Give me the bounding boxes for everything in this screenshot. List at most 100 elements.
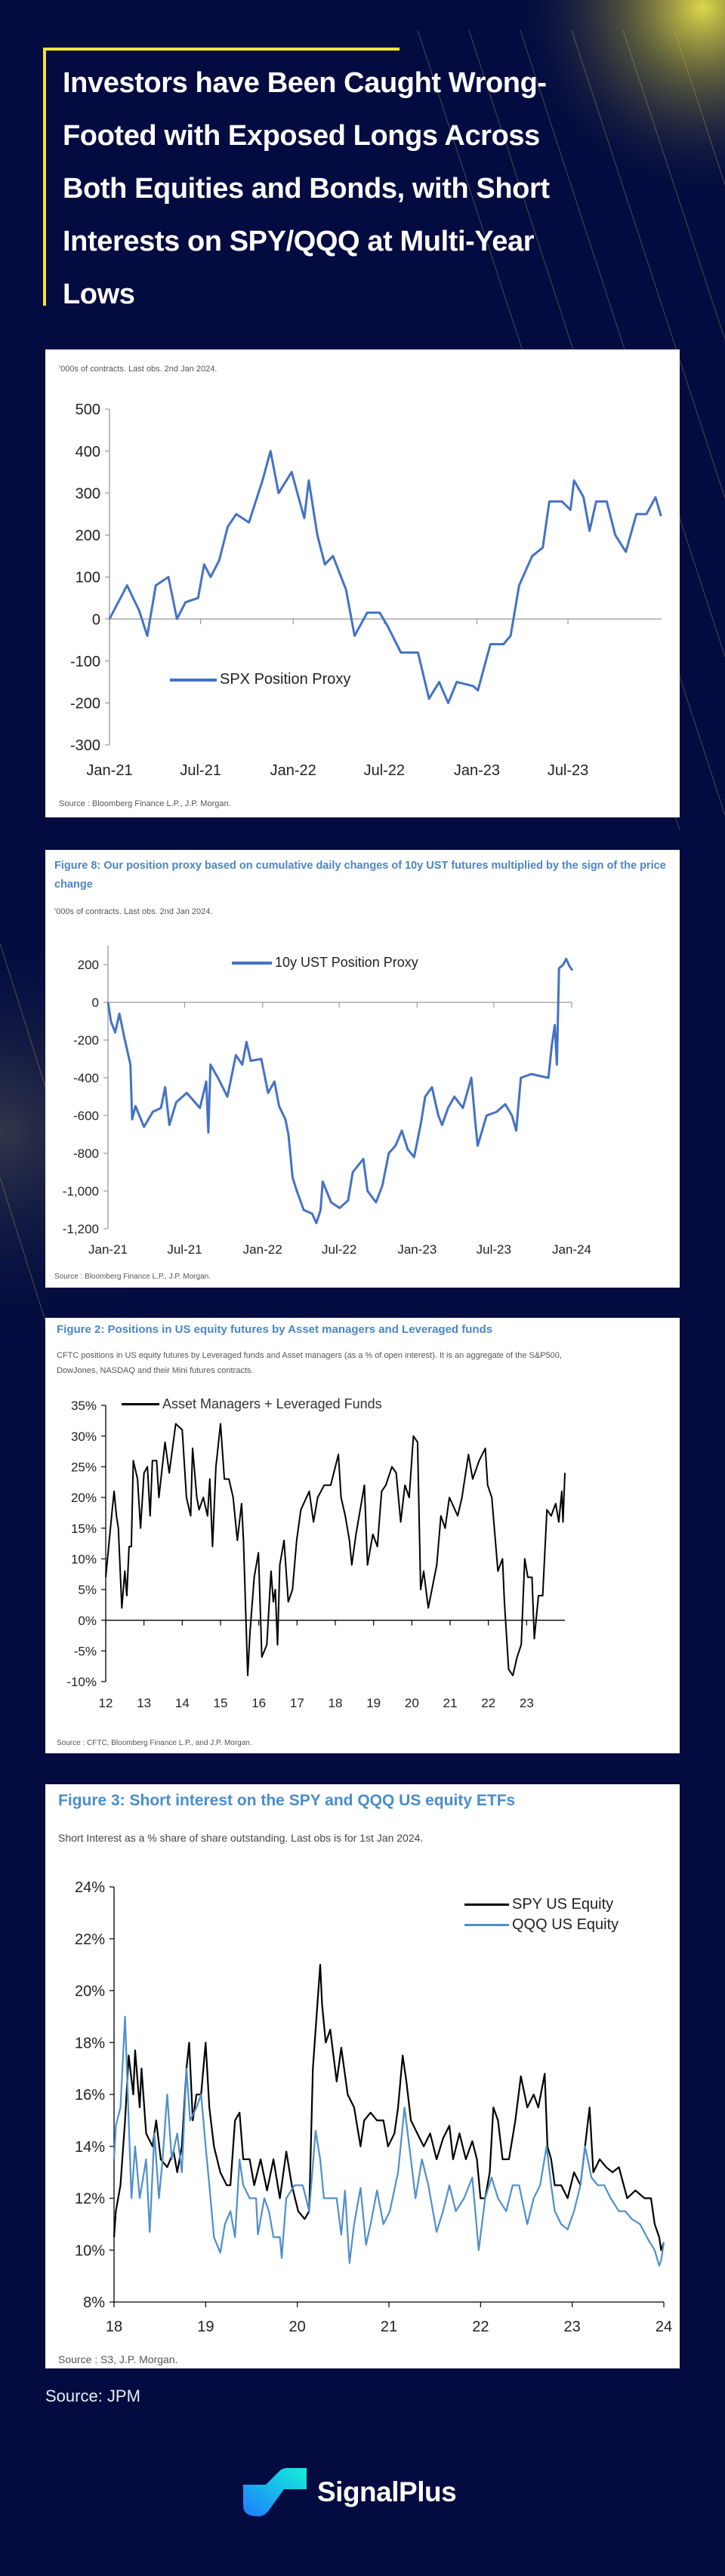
legend-qqq: QQQ US Equity bbox=[464, 1916, 619, 1934]
y-tick-label: -200 bbox=[73, 1033, 99, 1048]
title-line: Both Equities and Bonds, with Short bbox=[63, 173, 550, 205]
y-tick-label: 24% bbox=[75, 1879, 105, 1896]
legend: SPX Position Proxy bbox=[170, 671, 350, 688]
y-tick-label: -800 bbox=[73, 1146, 99, 1161]
series-line-spy-us-equity bbox=[113, 1964, 665, 2251]
x-tick-label: Jan-22 bbox=[243, 1242, 282, 1257]
x-tick-label: 19 bbox=[197, 2319, 214, 2335]
y-tick-label: 20% bbox=[75, 1984, 105, 2000]
chart-panel-short-interest: Figure 3: Short interest on the SPY and … bbox=[45, 1784, 680, 2368]
legend-swatch bbox=[464, 1924, 509, 1926]
page-title: Investors have Been Caught Wrong- Footed… bbox=[63, 57, 550, 321]
x-tick-label: 14 bbox=[175, 1696, 190, 1710]
x-tick-label: 15 bbox=[214, 1696, 228, 1710]
x-tick-label: Jul-21 bbox=[167, 1242, 202, 1257]
title-line: Interests on SPY/QQQ at Multi-Year bbox=[63, 226, 535, 257]
series-line-10y-ust-position-proxy bbox=[106, 958, 574, 1224]
y-tick-label: 18% bbox=[75, 2035, 105, 2051]
chart-source: Source : CFTC, Bloomberg Finance L.P., a… bbox=[57, 1739, 252, 1747]
brand-name: SignalPlus bbox=[317, 2476, 457, 2507]
x-tick-label: 20 bbox=[289, 2319, 306, 2335]
y-tick-label: -5% bbox=[74, 1644, 97, 1658]
chart-10y-ust-position-proxy: 200 0 -200 -400 -600 -800 -1,000 -1,200 Jan-21 Ju… bbox=[63, 946, 591, 1257]
x-tick-label: 19 bbox=[366, 1696, 381, 1710]
legend-label: Asset Managers + Leveraged Funds bbox=[162, 1396, 382, 1411]
y-tick-label: 15% bbox=[71, 1522, 97, 1536]
legend-swatch bbox=[170, 678, 217, 682]
y-tick-label: 400 bbox=[76, 444, 100, 460]
series-line-qqq-us-equity bbox=[113, 2015, 665, 2267]
y-tick-label: -200 bbox=[70, 696, 100, 712]
chart-note: CFTC positions in US equity futures by L… bbox=[57, 1351, 562, 1360]
chart-panel-ust-position: Figure 8: Our position proxy based on cu… bbox=[45, 850, 680, 1288]
x-tick-label: Jan-21 bbox=[88, 1242, 128, 1257]
x-tick-label: Jan-24 bbox=[552, 1242, 591, 1257]
legend-spy: SPY US Equity bbox=[464, 1896, 613, 1913]
x-tick-label: 22 bbox=[472, 2319, 489, 2335]
y-tick-label: 10% bbox=[75, 2242, 105, 2259]
x-tick-label: 16 bbox=[251, 1696, 266, 1710]
y-tick-label: -1,200 bbox=[63, 1222, 99, 1236]
y-tick-label: 30% bbox=[71, 1430, 97, 1444]
legend-swatch bbox=[122, 1403, 159, 1405]
series-line-spx-position-proxy bbox=[108, 450, 662, 704]
y-tick-label: -600 bbox=[73, 1109, 99, 1123]
y-tick-label: 20% bbox=[71, 1491, 97, 1505]
legend-label: SPY US Equity bbox=[512, 1896, 614, 1913]
x-tick-label: Jul-22 bbox=[322, 1242, 356, 1257]
chart-panel-spx-position: '000s of contracts. Last obs. 2nd Jan 20… bbox=[45, 349, 680, 817]
chart-spx-position-proxy: 500 400 300 200 100 0 -100 -200 -300 Jan-21 Jul-21… bbox=[70, 402, 662, 779]
y-tick-label: 35% bbox=[71, 1399, 97, 1413]
legend-swatch bbox=[232, 961, 272, 965]
title-line: Lows bbox=[63, 279, 135, 310]
footer-source: Source: JPM bbox=[45, 2387, 140, 2405]
chart-source: Source : Bloomberg Finance L.P., J.P. Mo… bbox=[54, 1273, 211, 1281]
y-tick-label: -1,000 bbox=[63, 1184, 99, 1199]
chart-spy-qqq-short-interest: 24% 22% 20% 18% 16% 14% 12% 10% 8%18 19 20 21 22 23 24 bbox=[75, 1879, 672, 2335]
x-tick-label: 17 bbox=[290, 1696, 304, 1710]
legend-label: 10y UST Position Proxy bbox=[275, 955, 418, 970]
x-tick-label: 12 bbox=[99, 1696, 113, 1710]
x-tick-label: Jul-22 bbox=[364, 762, 405, 779]
y-tick-label: 25% bbox=[71, 1460, 97, 1474]
x-tick-label: 23 bbox=[564, 2319, 581, 2335]
x-tick-label: 18 bbox=[329, 1696, 343, 1710]
chart-note: Short Interest as a % share of share out… bbox=[58, 1832, 424, 1844]
figure-title: Figure 2: Positions in US equity futures… bbox=[57, 1323, 493, 1336]
y-tick-label: -300 bbox=[70, 737, 100, 754]
chart-note: '000s of contracts. Last obs. 2nd Jan 20… bbox=[59, 365, 218, 374]
x-tick-label: 21 bbox=[443, 1696, 458, 1710]
y-tick-label: 14% bbox=[75, 2139, 105, 2156]
x-tick-label: Jan-21 bbox=[86, 762, 132, 779]
legend: 10y UST Position Proxy bbox=[232, 955, 418, 971]
title-line: Investors have Been Caught Wrong- bbox=[63, 67, 547, 99]
x-tick-label: 22 bbox=[481, 1696, 495, 1710]
chart-note: '000s of contracts. Last obs. 2nd Jan 20… bbox=[54, 907, 213, 916]
y-tick-label: -400 bbox=[73, 1071, 99, 1085]
y-tick-label: -10% bbox=[66, 1675, 97, 1689]
legend-label: QQQ US Equity bbox=[512, 1916, 619, 1933]
legend-label: SPX Position Proxy bbox=[220, 671, 351, 688]
y-tick-label: 100 bbox=[76, 570, 100, 586]
series-line-asset-managers-leveraged-funds bbox=[105, 1423, 566, 1676]
y-tick-label: 16% bbox=[75, 2087, 105, 2104]
x-tick-label: Jan-22 bbox=[270, 762, 316, 779]
figure-title: Figure 8: Our position proxy based on cu… bbox=[54, 860, 666, 891]
y-tick-label: 12% bbox=[75, 2191, 105, 2208]
y-tick-label: 200 bbox=[78, 958, 99, 972]
y-tick-label: 10% bbox=[71, 1552, 97, 1566]
chart-source: Source : Bloomberg Finance L.P., J.P. Mo… bbox=[59, 799, 231, 808]
title-line: Footed with Exposed Longs Across bbox=[63, 120, 540, 152]
chart-asset-managers-leveraged-funds: 35% 30% 25% 20% 15% 10% 5% 0% -5% -10%12 13 14 15 16 1… bbox=[66, 1399, 566, 1710]
y-tick-label: 8% bbox=[83, 2294, 105, 2311]
chart-source: Source : S3, J.P. Morgan. bbox=[58, 2353, 178, 2365]
y-tick-label: 500 bbox=[76, 402, 100, 418]
legend: Asset Managers + Leveraged Funds bbox=[122, 1396, 382, 1412]
x-tick-label: Jul-23 bbox=[548, 762, 588, 779]
x-tick-label: Jul-21 bbox=[180, 762, 221, 779]
x-tick-label: Jan-23 bbox=[454, 762, 500, 779]
x-tick-label: Jul-23 bbox=[477, 1242, 511, 1257]
y-tick-label: -100 bbox=[70, 654, 100, 670]
figure-title: Figure 3: Short interest on the SPY and … bbox=[58, 1792, 516, 1809]
x-tick-label: 20 bbox=[405, 1696, 419, 1710]
